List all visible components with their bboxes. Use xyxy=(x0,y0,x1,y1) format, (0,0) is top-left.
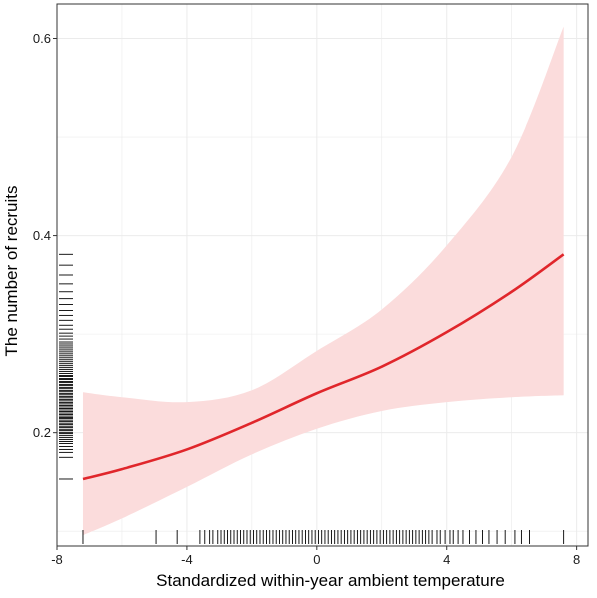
x-tick-label: -4 xyxy=(181,552,193,567)
x-axis-title: Standardized within-year ambient tempera… xyxy=(156,571,505,590)
plot-frame xyxy=(56,3,589,547)
confidence-band xyxy=(82,26,564,536)
rug-x xyxy=(82,530,565,544)
fitted-line xyxy=(82,253,565,481)
x-tick-label: 4 xyxy=(443,552,450,567)
x-tick-label: -8 xyxy=(51,552,63,567)
rug-y xyxy=(59,253,73,480)
y-tick-label: 0.6 xyxy=(33,31,51,46)
y-tick-label: 0.2 xyxy=(33,425,51,440)
x-tick-label: 0 xyxy=(313,552,320,567)
y-axis-ticks: 0.2 0.4 0.6 xyxy=(33,31,57,440)
x-axis-ticks: -8 -4 0 4 8 xyxy=(51,546,580,567)
y-axis-title: The number of recruits xyxy=(2,185,21,356)
x-tick-label: 8 xyxy=(573,552,580,567)
y-tick-label: 0.4 xyxy=(33,228,51,243)
